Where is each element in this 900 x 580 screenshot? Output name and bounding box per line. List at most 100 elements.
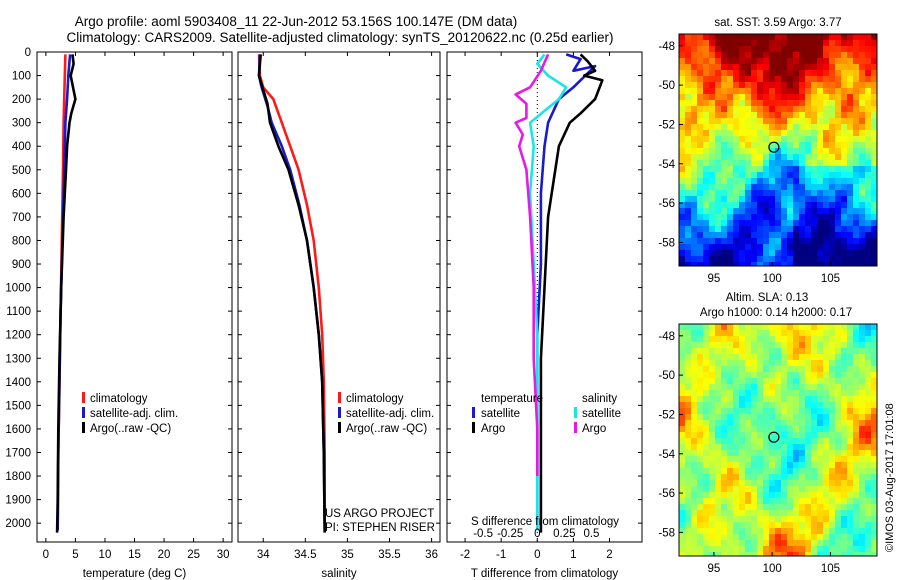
sst_map-cell	[823, 238, 829, 244]
sla_map-cell	[751, 468, 757, 474]
sst_map-cell	[757, 262, 763, 266]
sla_map-cell	[781, 432, 787, 438]
sst_map-cell	[751, 184, 757, 190]
sla_map-cell	[733, 522, 739, 528]
sla_map-cell	[679, 384, 685, 390]
sst_map-cell	[715, 118, 721, 124]
sla_map-cell	[805, 408, 811, 414]
sla_map-cell	[751, 432, 757, 438]
sla_map-cell	[871, 408, 877, 414]
sst_map-cell	[793, 208, 799, 214]
sst_map-cell	[685, 208, 691, 214]
sst_map-cell	[805, 40, 811, 46]
sla_map-cell	[835, 504, 841, 510]
sst_map-cell	[757, 148, 763, 154]
sst_map-cell	[745, 238, 751, 244]
sla_map-cell	[745, 462, 751, 468]
sla_map-cell	[799, 546, 805, 552]
sla_map-cell	[733, 486, 739, 492]
sla_map-cell	[865, 402, 871, 408]
sst_map-cell	[835, 136, 841, 142]
sst_map-cell	[853, 220, 859, 226]
sla_map-cell	[865, 462, 871, 468]
sla_map-cell	[805, 336, 811, 342]
sla_map-cell	[727, 408, 733, 414]
sla_map-cell	[835, 396, 841, 402]
sla_map-cell	[793, 480, 799, 486]
sla_map-cell	[751, 438, 757, 444]
sla_map-cell	[745, 456, 751, 462]
sst_map-cell	[709, 136, 715, 142]
sst_map-cell	[823, 130, 829, 136]
sst_map-cell	[835, 238, 841, 244]
sst_map-cell	[775, 130, 781, 136]
sla_map-cell	[799, 450, 805, 456]
sst_map-cell	[679, 220, 685, 226]
sst_map-cell	[763, 226, 769, 232]
sst_map-cell	[697, 136, 703, 142]
sst_map-cell	[817, 196, 823, 202]
sla_map-cell	[709, 366, 715, 372]
sla_map-cell	[775, 438, 781, 444]
sla_map-cell	[853, 408, 859, 414]
sst_map-cell	[817, 154, 823, 160]
sst_map-cell	[769, 46, 775, 52]
sla_map-cell	[751, 522, 757, 528]
sla_map-cell	[763, 552, 769, 556]
sla_map-cell	[745, 432, 751, 438]
sla_map-cell	[751, 390, 757, 396]
sla_map-cell	[799, 336, 805, 342]
sla_map-cell	[691, 354, 697, 360]
sst_map-cell	[835, 76, 841, 82]
sla_map-cell	[703, 378, 709, 384]
sst_map-cell	[745, 178, 751, 184]
imos-credit: ©IMOS 03-Aug-2017 17:01:08	[884, 403, 896, 552]
sla_map-cell	[835, 414, 841, 420]
sla_map-cell	[733, 504, 739, 510]
sla_map-cell	[703, 444, 709, 450]
sst_map-cell	[751, 40, 757, 46]
sst_map-cell	[709, 88, 715, 94]
sst_map-cell	[685, 106, 691, 112]
sla_map-cell	[715, 516, 721, 522]
sst_map-cell	[793, 250, 799, 256]
sst_map-cell	[859, 70, 865, 76]
sst_map-cell	[739, 94, 745, 100]
sla_map-cell	[715, 342, 721, 348]
sla_map-cell	[679, 486, 685, 492]
sla_map-cell	[685, 342, 691, 348]
sst_map-cell	[763, 136, 769, 142]
sst_map-cell	[685, 172, 691, 178]
sla_map-cell	[721, 438, 727, 444]
sla_map-cell	[823, 396, 829, 402]
sla_map-cell	[739, 444, 745, 450]
sla_map-cell	[793, 336, 799, 342]
sst_map-cell	[817, 142, 823, 148]
sst_map-cell	[751, 220, 757, 226]
sla_map-cell	[859, 528, 865, 534]
sla_map-cell	[787, 438, 793, 444]
sst_map-cell	[793, 238, 799, 244]
sla_map-cell	[697, 522, 703, 528]
sla_map-cell	[835, 348, 841, 354]
sla_map-cell	[841, 420, 847, 426]
sla_map-cell	[853, 324, 859, 330]
sla_map-cell	[739, 498, 745, 504]
sla_map-cell	[691, 426, 697, 432]
sst_map-cell	[871, 94, 877, 100]
sst_map-cell	[793, 124, 799, 130]
sla_map-cell	[805, 420, 811, 426]
sst_map-cell	[721, 220, 727, 226]
sla_map-cell	[853, 468, 859, 474]
sla_map-cell	[841, 492, 847, 498]
sla_map-cell	[709, 348, 715, 354]
sst_map-cell	[721, 184, 727, 190]
sla_map-xtick-label: 95	[708, 563, 721, 575]
salinity-xtick-label: 34.5	[294, 549, 316, 561]
sla_map-cell	[703, 408, 709, 414]
pi-label: PI: STEPHEN RISER	[325, 522, 435, 534]
sst_map-cell	[847, 244, 853, 250]
sla_map-cell	[691, 330, 697, 336]
sst_map-cell	[793, 40, 799, 46]
sla_map-cell	[679, 450, 685, 456]
